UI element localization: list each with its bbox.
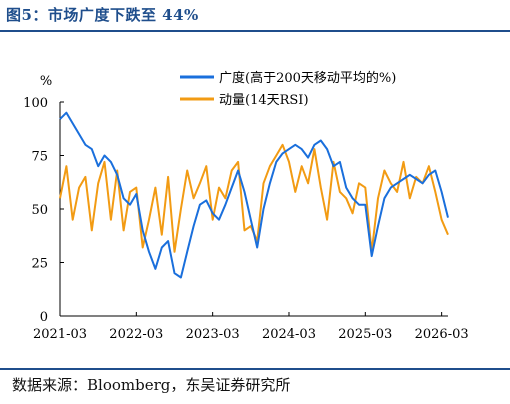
x-tick-label: 2025-03 (338, 327, 392, 342)
title-divider (0, 30, 510, 32)
y-tick-label: 50 (31, 203, 48, 218)
chart-axes: 0 25 50 75 100% 2021-03 2022-03 2023-03 2024-03 2… (23, 74, 468, 342)
legend-label: 动量(14天RSI) (219, 93, 309, 108)
source-note: 数据来源：Bloomberg，东吴证券研究所 (12, 376, 291, 394)
legend-label: 广度(高于200天移动平均的%) (219, 70, 396, 86)
x-tick-label: 2026-03 (415, 327, 469, 342)
x-tick-label: 2023-03 (186, 327, 240, 342)
source-divider (0, 368, 510, 370)
y-tick-label: 75 (31, 150, 48, 165)
y-tick-label: 25 (31, 257, 48, 272)
chart-plot-area (59, 111, 449, 279)
y-tick-label: 0 (40, 310, 48, 325)
y-axis-unit-label: % (40, 74, 52, 89)
line-chart: 0 25 50 75 100% 2021-03 2022-03 2023-03 2024-03 2… (23, 70, 468, 342)
x-tick-label: 2022-03 (109, 327, 163, 342)
y-tick-label: 100 (23, 96, 48, 111)
x-tick-label: 2021-03 (33, 327, 87, 342)
series-line (59, 111, 449, 279)
chart-legend: 广度(高于200天移动平均的%) 动量(14天RSI) (180, 70, 396, 108)
x-tick-label: 2024-03 (262, 327, 316, 342)
figure-title: 图5：市场广度下跌至 44% (6, 6, 199, 24)
